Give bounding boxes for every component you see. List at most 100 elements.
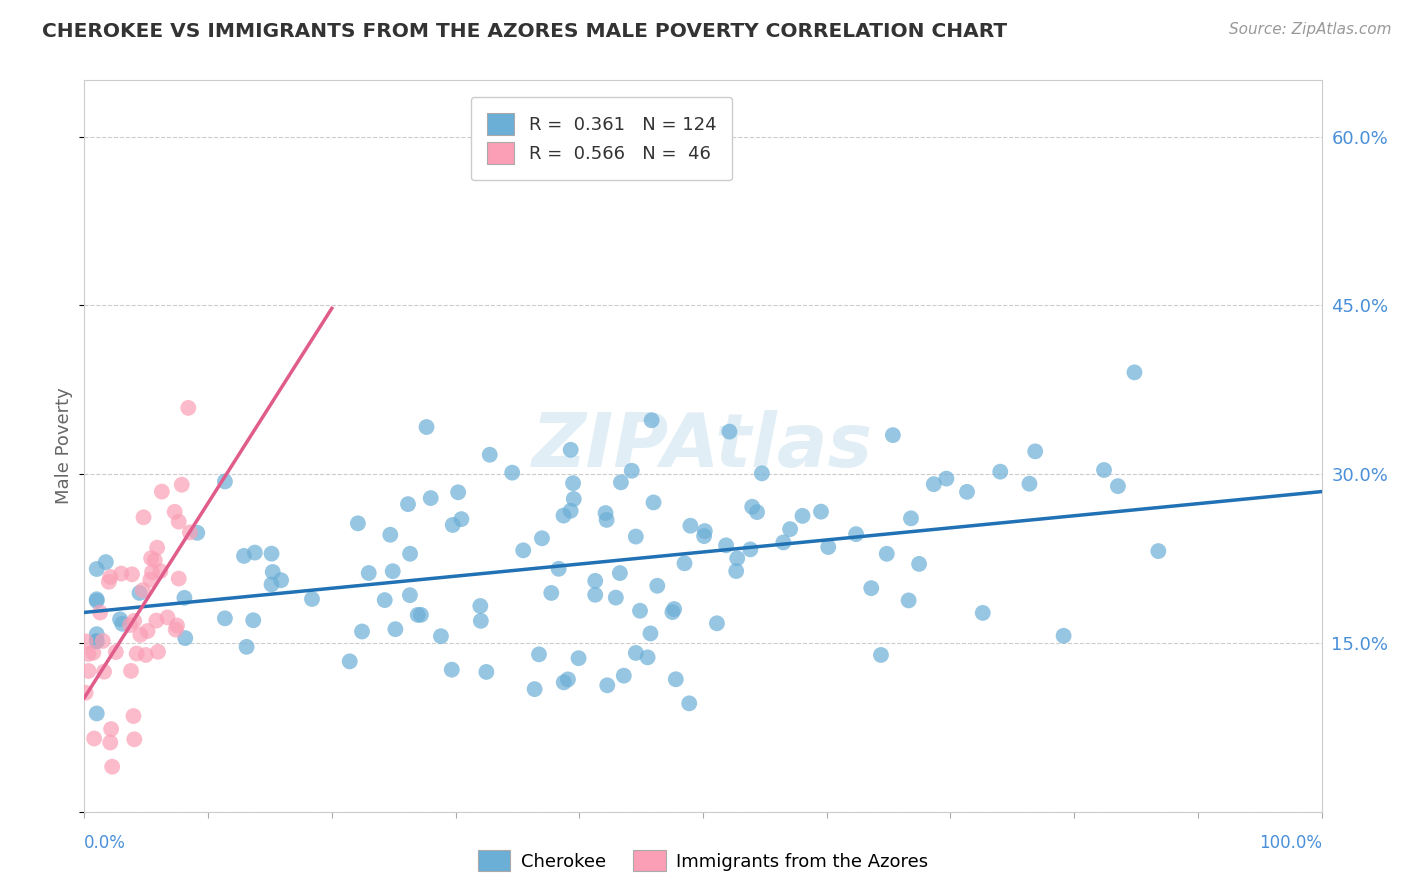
Point: [679, 518, 702, 533]
Point: [374, 593, 396, 607]
Point: [243, 546, 266, 560]
Point: [357, 566, 380, 580]
Point: [706, 616, 728, 631]
Point: [177, 401, 200, 415]
Point: [91, 634, 114, 648]
Point: [270, 573, 292, 587]
Point: [86, 634, 108, 648]
Point: [547, 562, 569, 576]
Point: [135, 648, 157, 662]
Point: [233, 549, 256, 563]
Point: [136, 624, 159, 638]
Point: [86, 627, 108, 641]
Point: [242, 613, 264, 627]
Point: [922, 477, 945, 491]
Point: [101, 760, 124, 774]
Point: [568, 651, 591, 665]
Point: [583, 588, 606, 602]
Point: [693, 524, 716, 538]
Point: [972, 606, 994, 620]
Point: [186, 525, 208, 540]
Point: [665, 673, 688, 687]
Point: [214, 611, 236, 625]
Point: [470, 599, 492, 613]
Point: [876, 547, 898, 561]
Point: [396, 497, 419, 511]
Point: [560, 442, 582, 457]
Point: [235, 640, 257, 654]
Point: [82, 646, 104, 660]
Point: [163, 505, 186, 519]
Point: [605, 591, 627, 605]
Point: [645, 579, 668, 593]
Point: [447, 485, 470, 500]
Point: [845, 527, 868, 541]
Point: [475, 665, 498, 679]
Point: [384, 622, 406, 636]
Text: Source: ZipAtlas.com: Source: ZipAtlas.com: [1229, 22, 1392, 37]
Y-axis label: Male Poverty: Male Poverty: [55, 388, 73, 504]
Point: [77, 647, 100, 661]
Point: [173, 591, 195, 605]
Point: [94, 555, 117, 569]
Point: [139, 551, 162, 566]
Point: [86, 594, 108, 608]
Point: [740, 542, 762, 557]
Point: [440, 663, 463, 677]
Point: [714, 538, 737, 552]
Point: [146, 541, 169, 555]
Point: [1092, 463, 1115, 477]
Point: [678, 697, 700, 711]
Point: [406, 607, 429, 622]
Point: [478, 448, 501, 462]
Point: [450, 512, 472, 526]
Point: [143, 553, 166, 567]
Point: [512, 543, 534, 558]
Point: [121, 567, 143, 582]
Point: [110, 566, 132, 581]
Point: [145, 614, 167, 628]
Point: [260, 547, 283, 561]
Point: [415, 420, 437, 434]
Point: [628, 604, 651, 618]
Point: [540, 586, 562, 600]
Point: [956, 484, 979, 499]
Point: [501, 466, 523, 480]
Point: [662, 602, 685, 616]
Point: [124, 732, 146, 747]
Point: [156, 610, 179, 624]
Point: [751, 467, 773, 481]
Point: [350, 624, 373, 639]
Legend: Cherokee, Immigrants from the Azores: Cherokee, Immigrants from the Azores: [470, 843, 936, 879]
Point: [339, 654, 361, 668]
Point: [86, 706, 108, 721]
Point: [553, 675, 575, 690]
Point: [399, 588, 422, 602]
Point: [897, 593, 920, 607]
Point: [122, 709, 145, 723]
Point: [167, 515, 190, 529]
Point: [125, 647, 148, 661]
Point: [661, 605, 683, 619]
Point: [643, 495, 665, 509]
Point: [900, 511, 922, 525]
Point: [75, 634, 97, 648]
Point: [214, 475, 236, 489]
Point: [166, 618, 188, 632]
Point: [108, 612, 131, 626]
Point: [132, 583, 155, 598]
Point: [792, 508, 814, 523]
Point: [146, 645, 169, 659]
Point: [470, 614, 492, 628]
Point: [725, 551, 748, 566]
Point: [75, 686, 97, 700]
Point: [122, 614, 145, 628]
Point: [301, 592, 323, 607]
Point: [262, 565, 284, 579]
Point: [1107, 479, 1129, 493]
Point: [817, 540, 839, 554]
Point: [741, 500, 763, 514]
Point: [1147, 544, 1170, 558]
Point: [104, 645, 127, 659]
Text: CHEROKEE VS IMMIGRANTS FROM THE AZORES MALE POVERTY CORRELATION CHART: CHEROKEE VS IMMIGRANTS FROM THE AZORES M…: [42, 22, 1007, 41]
